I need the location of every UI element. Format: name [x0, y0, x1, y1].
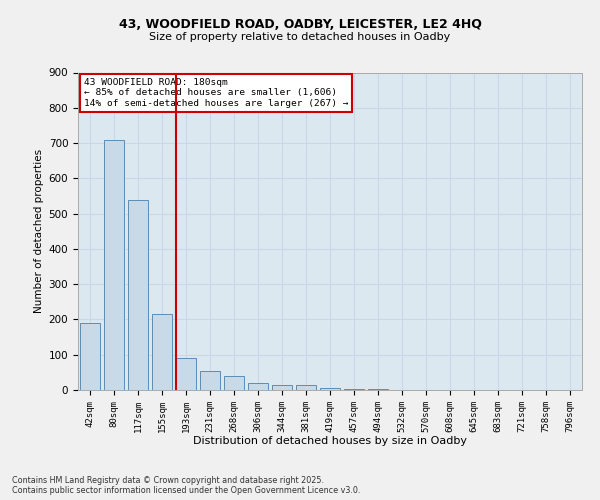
Bar: [80, 323, 100, 390]
Bar: [248, 383, 268, 390]
Bar: [128, 200, 148, 390]
X-axis label: Distribution of detached houses by size in Oadby: Distribution of detached houses by size …: [193, 436, 467, 446]
Bar: [176, 358, 196, 390]
Text: 43, WOODFIELD ROAD, OADBY, LEICESTER, LE2 4HQ: 43, WOODFIELD ROAD, OADBY, LEICESTER, LE…: [119, 18, 481, 30]
Bar: [104, 140, 124, 390]
Bar: [320, 388, 340, 390]
Bar: [200, 370, 220, 390]
Bar: [296, 384, 316, 390]
Bar: [272, 384, 292, 390]
Bar: [344, 389, 364, 390]
Y-axis label: Number of detached properties: Number of detached properties: [34, 149, 44, 314]
Bar: [224, 376, 244, 390]
Text: 43 WOODFIELD ROAD: 180sqm
← 85% of detached houses are smaller (1,606)
14% of se: 43 WOODFIELD ROAD: 180sqm ← 85% of detac…: [83, 78, 348, 108]
Text: Contains HM Land Registry data © Crown copyright and database right 2025.
Contai: Contains HM Land Registry data © Crown c…: [12, 476, 361, 495]
Text: Size of property relative to detached houses in Oadby: Size of property relative to detached ho…: [149, 32, 451, 42]
Bar: [152, 314, 172, 390]
